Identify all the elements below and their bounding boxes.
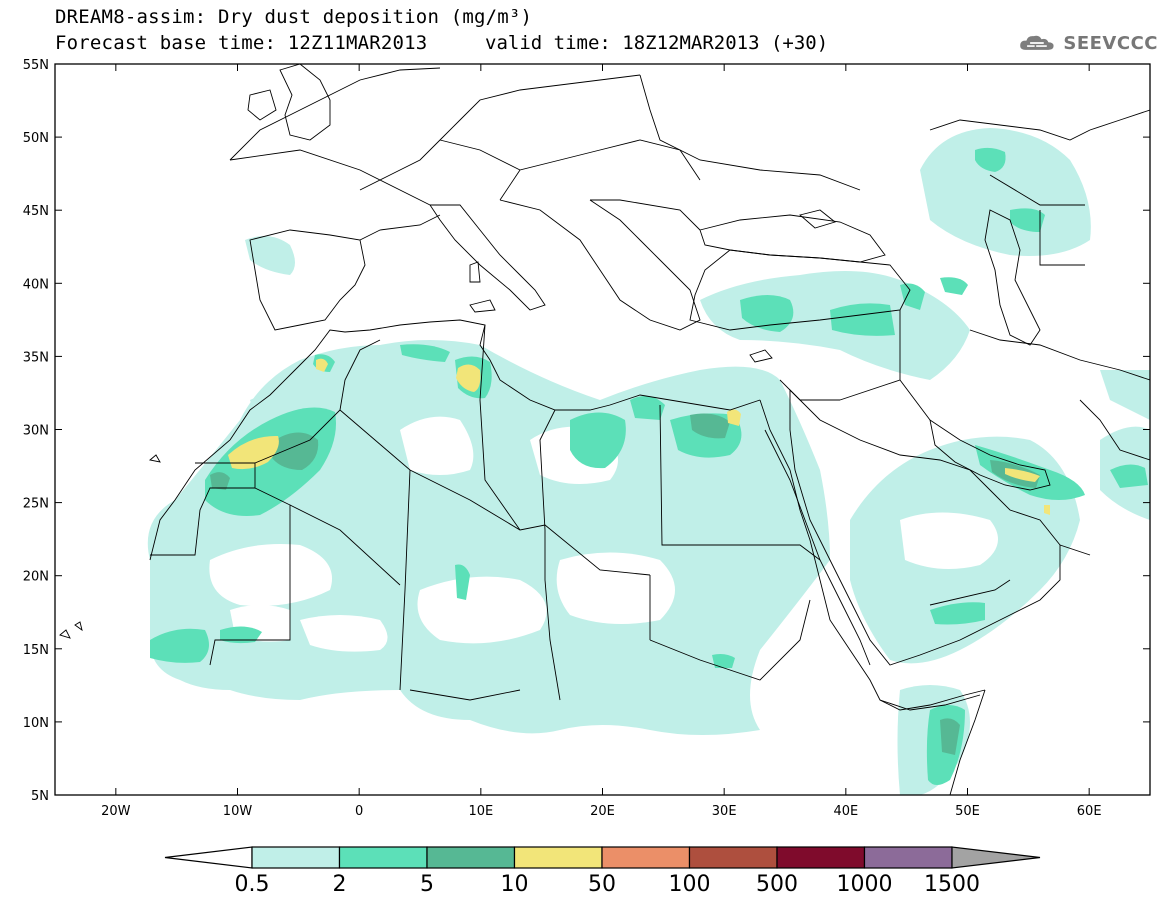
colorbar-over-arrow <box>951 846 1041 869</box>
cloud-logo-icon <box>1020 35 1054 50</box>
colorbar-labels: 0.5 2 5 10 50 100 500 1000 1500 <box>235 872 981 897</box>
dust-high-areas <box>228 358 1050 515</box>
longitude-axis: 20W 10W 0 10E 20E 30E 40E 50E 60E <box>101 64 1102 819</box>
colorbar-bin <box>863 846 953 869</box>
seevccc-logo: SEEVCCC <box>1018 28 1158 58</box>
lat-label: 50N <box>23 131 49 146</box>
lat-label: 55N <box>23 58 49 73</box>
colorbar-label: 1500 <box>924 872 980 897</box>
lat-label: 45N <box>23 204 49 219</box>
colorbar-label: 500 <box>756 872 798 897</box>
lat-label: 40N <box>23 277 49 292</box>
colorbar-label: 50 <box>588 872 616 897</box>
colorbar-bin <box>776 846 866 869</box>
lat-label: 20N <box>23 570 49 585</box>
map-title: DREAM8-assim: Dry dust deposition (mg/m³… <box>55 6 533 28</box>
lat-label: 25N <box>23 497 49 512</box>
lat-label: 30N <box>23 424 49 439</box>
colorbar-label: 1000 <box>837 872 893 897</box>
coastlines-borders <box>59 64 1150 795</box>
colorbar-label: 100 <box>669 872 711 897</box>
colorbar: 0.5 2 5 10 50 100 500 1000 1500 <box>164 846 1041 897</box>
lon-label: 30E <box>712 804 737 819</box>
colorbar-bin <box>513 846 603 869</box>
colorbar-label: 5 <box>420 872 434 897</box>
lat-label: 10N <box>23 716 49 731</box>
dust-free-gaps <box>209 416 998 652</box>
lon-label: 10W <box>223 804 253 819</box>
lon-label: 0 <box>355 804 363 819</box>
lon-label: 10E <box>468 804 493 819</box>
dust-deposition-layer <box>147 128 1150 795</box>
lon-label: 60E <box>1077 804 1102 819</box>
colorbar-bin <box>338 846 428 869</box>
lat-label: 15N <box>23 643 49 658</box>
colorbar-label: 0.5 <box>235 872 270 897</box>
colorbar-under-arrow <box>164 846 253 869</box>
lon-label: 50E <box>955 804 980 819</box>
colorbar-bins <box>164 846 1041 869</box>
lon-label: 20E <box>590 804 615 819</box>
colorbar-bin <box>601 846 691 869</box>
logo-text: SEEVCCC <box>1063 32 1158 54</box>
colorbar-bin <box>688 846 778 869</box>
forecast-base-time: Forecast base time: 12Z11MAR2013 <box>55 32 428 54</box>
map-panel: 55N 50N 45N 40N 35N 30N 25N 20N 15N 10N 5N 20W 10W 0… <box>23 58 1151 819</box>
latitude-axis: 55N 50N 45N 40N 35N 30N 25N 20N 15N 10N 5N <box>23 58 1150 804</box>
lat-label: 35N <box>23 350 49 365</box>
colorbar-label: 2 <box>333 872 347 897</box>
lat-label: 5N <box>31 789 49 804</box>
colorbar-bin <box>251 846 341 869</box>
lon-label: 40E <box>833 804 858 819</box>
colorbar-label: 10 <box>501 872 529 897</box>
valid-time: valid time: 18Z12MAR2013 (+30) <box>485 32 829 54</box>
lon-label: 20W <box>101 804 131 819</box>
colorbar-bin <box>426 846 516 869</box>
